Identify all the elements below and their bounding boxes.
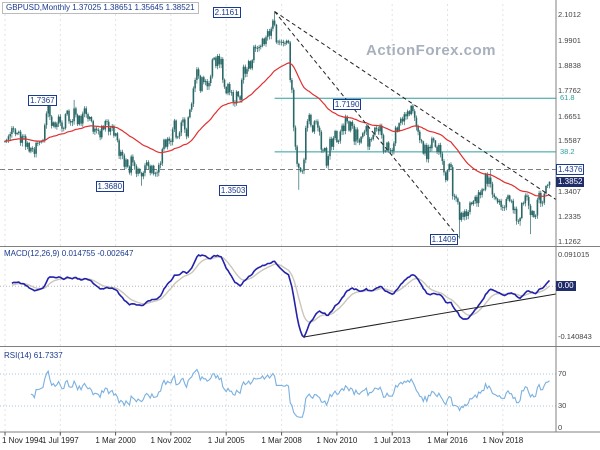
watermark: ActionForex.com (366, 42, 497, 59)
fib-level-label: 61.8 (560, 93, 575, 103)
price-axis-label: 1.7762 (558, 85, 581, 95)
price-axis-label: 1.5587 (558, 136, 581, 146)
candlesticks (4, 11, 551, 239)
macd-axis-label: 0.091015 (558, 250, 590, 259)
price-axis-label: 1.8838 (558, 60, 581, 70)
macd-signal-line (11, 256, 550, 323)
rsi-panel-title: RSI(14) 61.7337 (2, 351, 65, 360)
date-tick-marks (4, 432, 504, 436)
date-label: 1 Mar 2016 (427, 436, 468, 445)
date-label: 1 Nov 1994 (2, 436, 43, 445)
macd-axis-label: -0.140843 (558, 332, 592, 341)
price-trendline[interactable] (274, 11, 557, 201)
fib-level-label: 38.2 (560, 146, 575, 156)
price-axis-label: 2.1012 (558, 10, 581, 19)
rsi-axis-label: 70 (558, 369, 567, 378)
price-axis-label: 1.2335 (558, 212, 581, 222)
date-label: 1 Nov 2018 (482, 436, 524, 445)
date-label: 1 Mar 2008 (261, 436, 302, 445)
price-axis-label: 1.6651 (558, 111, 581, 121)
price-callout: 1.7367 (28, 94, 57, 106)
panel-separators (0, 246, 600, 433)
price-callout: 1.3680 (95, 180, 125, 192)
date-label: 1 Jul 2005 (207, 436, 245, 445)
date-label: 1 Jul 2013 (373, 436, 411, 445)
date-label: 1 Nov 2010 (316, 436, 358, 445)
macd-trendline[interactable] (303, 293, 557, 338)
price-callout: 1.7190 (332, 98, 362, 110)
price-callout: 1.3503 (218, 184, 248, 196)
price-axis-label: 1.1262 (558, 237, 581, 246)
date-label: 1 Nov 2002 (150, 436, 192, 445)
price-axis-label: 1.3407 (558, 187, 581, 197)
macd-line (11, 254, 551, 339)
date-label: 1 Jul 1997 (41, 436, 79, 445)
grid-lines (4, 4, 504, 432)
rsi-line (30, 368, 550, 418)
level-price-tag: 1.4376 (556, 164, 585, 176)
price-axis-label: 1.9901 (558, 35, 581, 45)
date-label: 1 Mar 2000 (95, 436, 136, 445)
price-callout: 2.1161 (212, 6, 241, 18)
macd-zero-tag: 0.00 (556, 281, 576, 292)
rsi-level-lines (0, 373, 556, 407)
symbol-ohlc-title: GBPUSD,Monthly 1.37025 1.38651 1.35645 1… (2, 2, 199, 14)
ma-line (5, 62, 550, 197)
macd-panel-title: MACD(12,26,9) 0.014755 -0.002647 (2, 249, 136, 258)
price-callout: 1.1409 (429, 233, 459, 245)
rsi-axis-label: 30 (558, 401, 567, 410)
rsi-axis-label: 0 (558, 423, 563, 432)
current-price-tag: 1.3852 (556, 176, 585, 187)
